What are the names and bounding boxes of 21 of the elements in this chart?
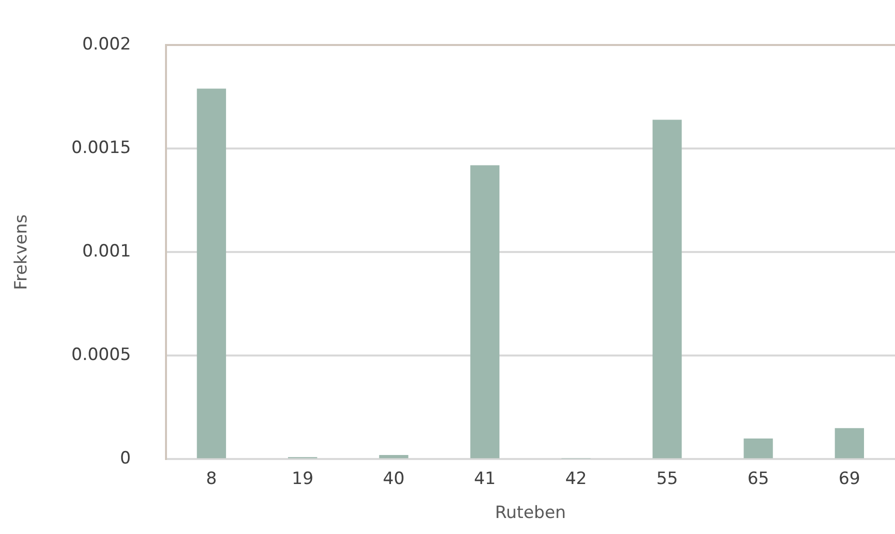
bar (196, 88, 226, 458)
x-tick-label: 40 (382, 468, 405, 489)
y-tick-label: 0.0005 (71, 345, 131, 366)
x-tick-label: 19 (292, 468, 314, 489)
y-tick-label: 0.0015 (71, 138, 131, 158)
bar (834, 428, 864, 458)
x-tick-label: 41 (474, 468, 496, 489)
y-tick-label: 0.001 (82, 242, 131, 262)
bar (744, 438, 773, 458)
y-axis-title: Frekvens (12, 214, 32, 290)
x-tick-label: 8 (206, 468, 217, 489)
bar (470, 165, 500, 458)
y-tick-label: 0 (120, 448, 131, 469)
x-tick-label: 65 (747, 468, 770, 489)
y-tick-label: 0.002 (82, 34, 131, 55)
x-axis-title: Ruteben (494, 503, 566, 524)
bar (379, 455, 408, 458)
x-tick-label: 42 (565, 468, 587, 489)
x-tick-label: 69 (838, 468, 860, 489)
bar (652, 120, 682, 458)
x-tick-label: 55 (656, 468, 678, 489)
